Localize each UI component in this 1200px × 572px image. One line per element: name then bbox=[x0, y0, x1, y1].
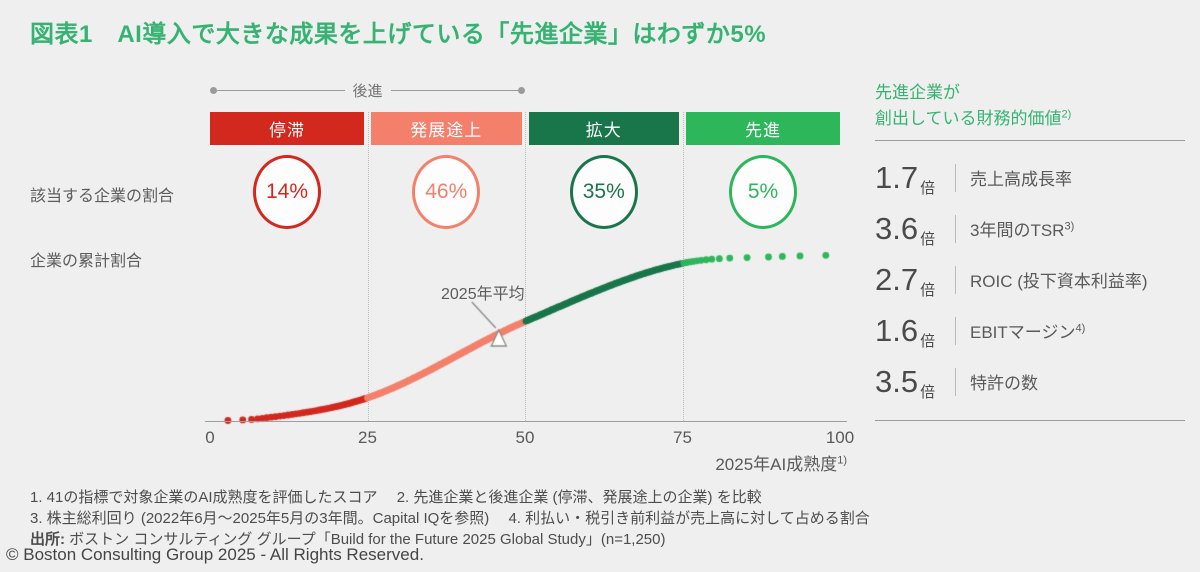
x-tick-50: 50 bbox=[515, 428, 535, 447]
metric-label: ROIC (投下資本利益率) bbox=[970, 272, 1148, 291]
value-panel-title: 先進企業が 創出している財務的価値2) bbox=[875, 83, 1072, 129]
maturity-band-1: 停滞 bbox=[210, 112, 364, 145]
metric-value: 3.6 倍 bbox=[875, 210, 936, 248]
row-label-cumulative: 企業の累計割合 bbox=[30, 253, 143, 270]
value-panel-item-5: 3.5 倍 特許の数 bbox=[875, 356, 1185, 407]
panel-bottom-divider bbox=[875, 420, 1185, 421]
share-circle-2: 46% bbox=[412, 155, 481, 229]
cumulative-distribution-chart bbox=[190, 235, 870, 435]
x-tick-75: 75 bbox=[673, 428, 692, 447]
bracket-right-dot-icon bbox=[518, 86, 526, 94]
metric-value: 2.7 倍 bbox=[875, 261, 936, 299]
metric-label: 特許の数 bbox=[970, 374, 1038, 393]
footnote-source: 出所: ボストン コンサルティング グループ「Build for the Fut… bbox=[30, 531, 666, 548]
footnote-line-2: 3. 株主総利回り (2022年6月～2025年5月の3年間。Capital I… bbox=[30, 510, 870, 527]
share-circle-1: 14% bbox=[253, 155, 321, 229]
x-tick-25: 25 bbox=[358, 428, 377, 447]
metric-label: EBITマージン4) bbox=[970, 322, 1086, 342]
metric-label: 売上高成長率 bbox=[970, 170, 1072, 189]
share-circle-4: 5% bbox=[729, 155, 797, 229]
value-panel-item-2: 3.6 倍 3年間のTSR3) bbox=[875, 203, 1185, 254]
maturity-band-2: 発展途上 bbox=[371, 112, 522, 145]
row-label-share: 該当する企業の割合 bbox=[30, 188, 175, 205]
maturity-band-4: 先進 bbox=[686, 112, 840, 145]
metric-value: 1.6 倍 bbox=[875, 312, 936, 350]
bracket-label: 後進 bbox=[352, 82, 383, 100]
metric-divider bbox=[955, 265, 956, 294]
value-panel-items: 1.7 倍 売上高成長率 3.6 倍 3年間のTSR3) 2.7 倍 ROIC (投下資本利益率… bbox=[875, 152, 1185, 407]
footnotes: 1. 41の指標で対象企業のAI成熟度を評価したスコア 2. 先進企業と後進企業… bbox=[30, 487, 870, 550]
laggard-bracket: 後進 bbox=[210, 80, 526, 100]
footnote-line-1: 1. 41の指標で対象企業のAI成熟度を評価したスコア 2. 先進企業と後進企業… bbox=[30, 489, 762, 506]
panel-title-footnote-marker: 2) bbox=[1061, 108, 1072, 121]
metric-value: 3.5 倍 bbox=[875, 363, 936, 401]
value-panel-item-3: 2.7 倍 ROIC (投下資本利益率) bbox=[875, 254, 1185, 305]
metric-divider bbox=[955, 316, 956, 345]
bracket-line bbox=[217, 89, 345, 91]
mean-annotation-label: 2025年平均 bbox=[441, 286, 525, 303]
maturity-band-3: 拡大 bbox=[528, 112, 679, 145]
bracket-line bbox=[390, 89, 519, 91]
copyright: © Boston Consulting Group 2025 - All Rig… bbox=[6, 545, 424, 564]
metric-divider bbox=[955, 367, 956, 396]
metric-value: 1.7 倍 bbox=[875, 159, 936, 197]
panel-top-divider bbox=[875, 140, 1185, 141]
x-tick-100: 100 bbox=[825, 428, 855, 447]
value-panel-item-1: 1.7 倍 売上高成長率 bbox=[875, 152, 1185, 203]
metric-divider bbox=[955, 163, 956, 192]
bracket-left-dot-icon bbox=[210, 86, 217, 94]
x-axis-label-footnote-marker: 1) bbox=[837, 454, 847, 467]
share-circle-3: 35% bbox=[569, 155, 638, 229]
metric-divider bbox=[955, 214, 956, 243]
x-tick-0: 0 bbox=[205, 428, 215, 447]
figure-title: 図表1 AI導入で大きな成果を上げている「先進企業」はわずか5% bbox=[30, 21, 767, 48]
value-panel-item-4: 1.6 倍 EBITマージン4) bbox=[875, 305, 1185, 356]
x-axis-label: 2025年AI成熟度1) bbox=[715, 454, 847, 474]
metric-label: 3年間のTSR3) bbox=[970, 220, 1075, 240]
x-axis-line bbox=[205, 421, 847, 422]
